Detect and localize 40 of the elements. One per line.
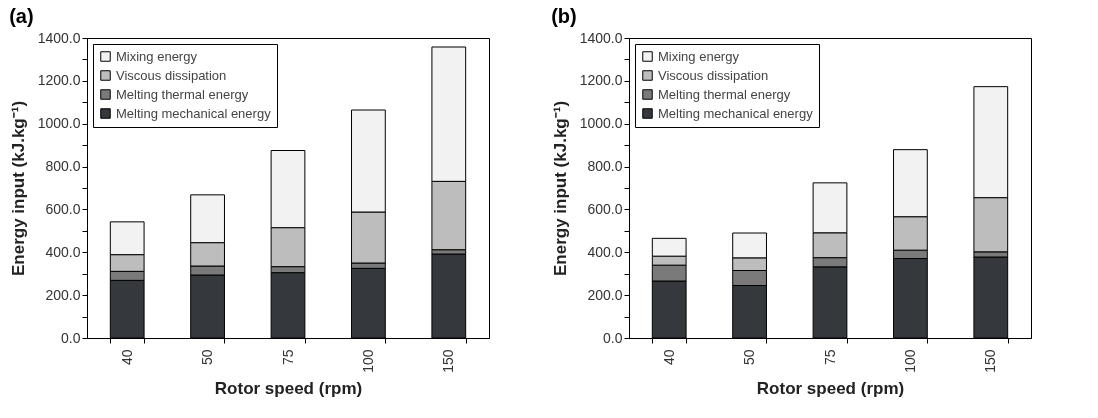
x-tick-label: 150: [440, 349, 457, 373]
legend-label: Melting thermal energy: [116, 86, 249, 102]
y-tick-label: 200.0: [45, 286, 81, 303]
legend-label: Melting thermal energy: [658, 86, 791, 102]
legend-label: Mixing energy: [658, 48, 740, 64]
y-tick-label: 1200.0: [37, 72, 81, 89]
legend-label: Melting mechanical energy: [658, 105, 814, 121]
y-tick-label: 200.0: [587, 286, 623, 303]
legend-label: Viscous dissipation: [116, 67, 227, 83]
y-tick-label: 0.0: [61, 329, 81, 346]
y-axis-title: Energy input (kJ.kg⁻¹): [550, 100, 570, 277]
x-tick-label: 50: [199, 349, 216, 366]
y-axis-title: Energy input (kJ.kg⁻¹): [8, 100, 28, 277]
x-tick-label: 100: [359, 349, 376, 373]
y-tick-label: 800.0: [45, 158, 81, 175]
legend-label: Melting mechanical energy: [116, 105, 272, 121]
y-tick-label: 1400.0: [579, 29, 623, 46]
y-tick-label: 1200.0: [579, 72, 623, 89]
chart-title: (a): [9, 5, 34, 27]
x-tick-label: 75: [821, 349, 838, 366]
x-axis-title: Rotor speed (rpm): [214, 378, 363, 398]
y-tick-label: 600.0: [45, 200, 81, 217]
y-tick-label: 400.0: [587, 243, 623, 260]
x-tick-label: 75: [279, 349, 296, 366]
y-tick-label: 1000.0: [37, 115, 81, 132]
y-tick-label: 0.0: [603, 329, 623, 346]
y-tick-label: 400.0: [45, 243, 81, 260]
chart-title: (b): [551, 5, 577, 27]
y-tick-label: 1400.0: [37, 29, 81, 46]
x-tick-label: 40: [660, 349, 677, 366]
legend-label: Mixing energy: [116, 48, 198, 64]
y-tick-label: 600.0: [587, 200, 623, 217]
x-tick-label: 150: [982, 349, 999, 373]
x-axis-title: Rotor speed (rpm): [756, 378, 905, 398]
legend-label: Viscous dissipation: [658, 67, 769, 83]
x-tick-label: 40: [118, 349, 135, 366]
x-tick-label: 50: [741, 349, 758, 366]
x-tick-label: 100: [901, 349, 918, 373]
y-tick-label: 1000.0: [579, 115, 623, 132]
y-tick-label: 800.0: [587, 158, 623, 175]
